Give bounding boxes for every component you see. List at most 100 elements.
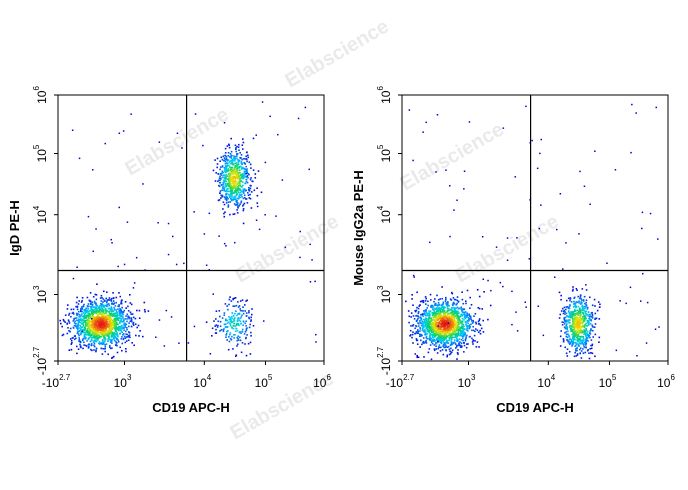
event-dot — [477, 323, 480, 325]
event-dot — [111, 340, 113, 342]
event-dot — [451, 349, 454, 351]
event-dot — [110, 309, 113, 311]
event-dot — [236, 197, 239, 200]
event-dot — [432, 327, 434, 329]
event-dot — [446, 354, 449, 357]
event-dot — [245, 176, 248, 178]
event-dot — [580, 357, 583, 359]
event-dot — [435, 337, 438, 340]
event-dot — [225, 332, 228, 335]
event-dot — [568, 321, 570, 324]
event-dot — [570, 314, 573, 317]
event-dot — [457, 349, 459, 351]
event-dot — [225, 193, 228, 196]
event-dot — [83, 313, 86, 315]
event-dot — [657, 238, 659, 240]
event-dot — [76, 266, 78, 268]
event-dot — [577, 295, 579, 298]
event-dot — [245, 312, 248, 314]
event-dot — [434, 316, 437, 318]
event-dot — [128, 331, 130, 333]
event-dot — [243, 176, 245, 179]
event-dot — [95, 335, 98, 338]
event-dot — [576, 309, 579, 312]
event-dot — [576, 328, 579, 330]
event-dot — [233, 196, 235, 199]
event-dot — [441, 337, 443, 339]
event-dot — [176, 132, 179, 134]
event-dot — [446, 332, 449, 334]
event-dot — [580, 342, 583, 345]
event-dot — [231, 312, 234, 314]
event-dot — [439, 346, 442, 349]
event-dot — [82, 325, 85, 327]
event-dot — [133, 282, 136, 284]
event-dot — [446, 327, 448, 330]
event-dot — [470, 304, 473, 306]
event-dot — [229, 325, 232, 327]
event-dot — [237, 323, 240, 325]
event-dot — [591, 343, 594, 346]
event-dot — [255, 219, 258, 221]
event-dot — [90, 344, 93, 347]
event-dot — [451, 324, 454, 326]
event-dot — [573, 296, 576, 299]
event-dot — [568, 316, 571, 318]
event-dot — [82, 347, 84, 350]
event-dot — [108, 329, 111, 332]
event-dot — [229, 296, 231, 298]
event-dot — [416, 306, 418, 309]
event-dot — [77, 327, 79, 329]
event-dot — [235, 155, 238, 157]
event-dot — [113, 324, 115, 327]
event-dot — [117, 339, 119, 341]
event-dot — [438, 307, 440, 310]
event-dot — [130, 317, 132, 320]
event-dot — [480, 327, 483, 330]
event-dot — [219, 315, 221, 318]
event-dot — [78, 337, 80, 339]
event-dot — [645, 342, 648, 344]
event-dot — [202, 144, 204, 147]
event-dot — [585, 341, 587, 343]
event-dot — [441, 309, 444, 311]
event-dot — [222, 329, 225, 331]
event-dot — [574, 342, 577, 344]
event-dot — [451, 303, 454, 306]
event-dot — [559, 193, 562, 195]
event-dot — [463, 308, 466, 310]
event-dot — [467, 325, 469, 327]
event-dot — [88, 299, 91, 302]
event-dot — [558, 291, 561, 294]
event-dot — [466, 343, 468, 345]
event-dot — [234, 158, 237, 160]
event-dot — [86, 340, 88, 342]
event-dot — [229, 173, 231, 176]
event-dot — [237, 180, 240, 183]
event-dot — [472, 343, 474, 345]
event-dot — [470, 318, 472, 320]
event-dot — [82, 324, 85, 326]
event-dot — [90, 308, 92, 310]
event-dot — [450, 307, 453, 309]
event-dot — [565, 333, 568, 336]
watermark-text: Elabscience — [397, 118, 508, 195]
event-dot — [104, 323, 107, 326]
event-dot — [98, 316, 101, 318]
event-dot — [525, 306, 527, 308]
event-dot — [232, 327, 235, 330]
event-dot — [471, 320, 473, 322]
event-dot — [459, 344, 462, 347]
event-dot — [423, 322, 425, 324]
event-dot — [442, 309, 445, 311]
event-dot — [453, 308, 456, 311]
event-dot — [412, 325, 414, 327]
event-dot — [408, 315, 411, 318]
event-dot — [215, 324, 218, 326]
event-dot — [231, 172, 234, 175]
event-dot — [453, 209, 455, 211]
event-dot — [228, 143, 230, 146]
event-dot — [84, 312, 87, 314]
event-dot — [427, 329, 429, 332]
event-dot — [443, 316, 446, 319]
